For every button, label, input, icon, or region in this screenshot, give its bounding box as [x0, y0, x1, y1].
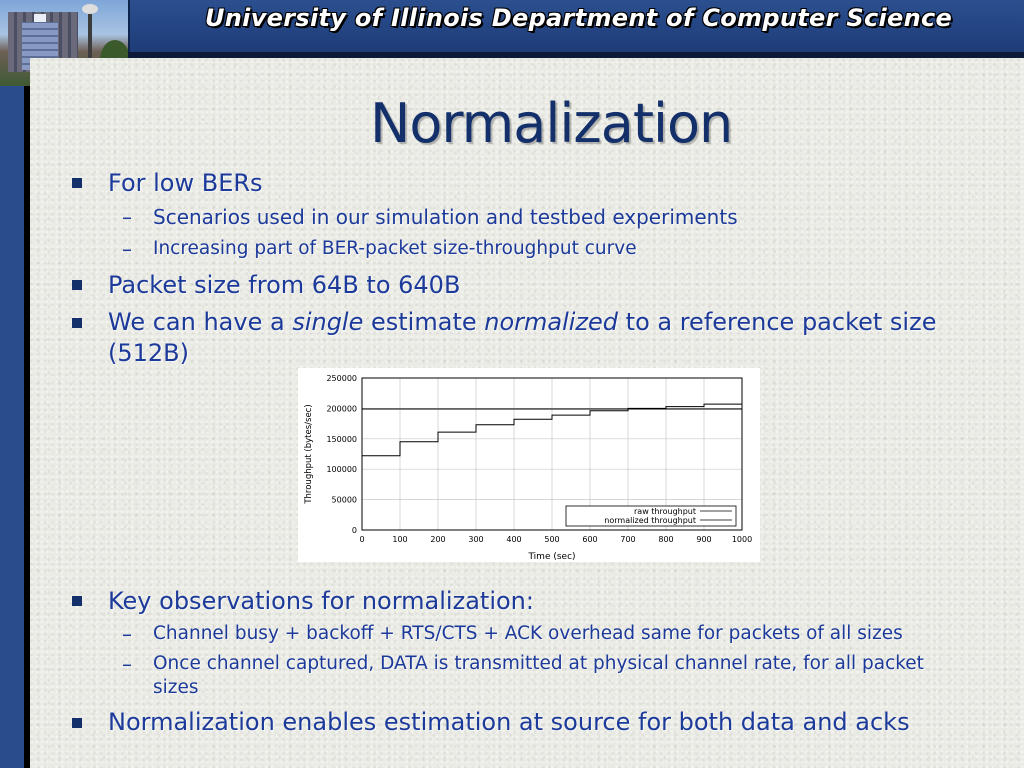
x-tick-label: 800 [658, 535, 673, 544]
content-frame-top [128, 52, 1024, 58]
content-frame-left [24, 86, 30, 768]
plot-frame [361, 377, 743, 531]
chart-ticks: 0 100 200 300 400 500 600 700 800 900 1000 0 50000 10… [326, 374, 752, 544]
lamp-pole [88, 8, 92, 78]
dash-icon: – [122, 205, 132, 229]
bullet-single-estimate: We can have a single estimate normalized… [108, 307, 936, 337]
x-tick-label: 300 [468, 535, 483, 544]
y-tick-label: 250000 [326, 374, 357, 383]
bullet-normalization-enables: Normalization enables estimation at sour… [108, 708, 910, 736]
banner-title: University of Illinois Department of Com… [205, 4, 953, 32]
dash-icon: – [122, 652, 132, 676]
sub-bullet-channel-busy: Channel busy + backoff + RTS/CTS + ACK o… [153, 623, 903, 644]
lamp-head [82, 4, 98, 14]
bullet-square-icon [72, 280, 82, 290]
bullet-square-icon [72, 178, 82, 188]
legend-raw-label: raw throughput [634, 507, 696, 516]
text-estimate: estimate [363, 308, 485, 336]
text-normalized: normalized [484, 308, 619, 336]
header-banner: University of Illinois Department of Com… [0, 0, 1024, 52]
y-tick-label: 150000 [326, 435, 357, 444]
bullet-square-icon [72, 718, 82, 728]
bullet-for-low-bers: For low BERs [108, 169, 263, 197]
y-tick-label: 100000 [326, 465, 357, 474]
sub-bullet-increasing: Increasing part of BER-packet size-throu… [153, 238, 637, 259]
text-pre: We can have a [108, 308, 293, 336]
dash-icon: – [122, 237, 132, 261]
flag-shape [34, 14, 46, 22]
dash-icon: – [122, 622, 132, 646]
bullet-packet-size: Packet size from 64B to 640B [108, 271, 461, 299]
sub-bullet-scenarios: Scenarios used in our simulation and tes… [153, 205, 738, 229]
chart-legend: raw throughput normalized throughput [565, 505, 737, 527]
x-tick-label: 100 [392, 535, 407, 544]
bullet-square-icon [72, 318, 82, 328]
text-single: single [292, 308, 364, 336]
bullet-square-icon [72, 596, 82, 606]
throughput-chart-svg: 0 100 200 300 400 500 600 700 800 900 1000 0 50000 10… [304, 374, 752, 562]
bullet-single-estimate-line2: (512B) [108, 339, 189, 367]
left-sidebar-bar [0, 86, 24, 768]
y-tick-label: 0 [352, 526, 357, 535]
bullet-key-observations: Key observations for normalization: [108, 587, 534, 615]
x-tick-label: 600 [582, 535, 597, 544]
x-tick-label: 200 [430, 535, 445, 544]
x-tick-label: 500 [544, 535, 559, 544]
slide-content: Normalization For low BERs – Scenarios u… [30, 58, 1024, 768]
legend-normalized-label: normalized throughput [604, 516, 696, 525]
chart-series [362, 403, 742, 457]
legend-box [565, 505, 737, 527]
x-axis-label: Time (sec) [527, 552, 575, 562]
y-tick-label: 200000 [326, 404, 357, 413]
x-tick-label: 400 [506, 535, 521, 544]
slide-title: Normalization [370, 92, 733, 155]
x-tick-label: 1000 [732, 535, 752, 544]
sub-bullet-once-captured: Once channel captured, DATA is transmitt… [153, 653, 924, 674]
x-tick-label: 700 [620, 535, 635, 544]
x-tick-label: 0 [359, 535, 364, 544]
text-post: to a reference packet size [618, 308, 937, 336]
y-axis-label: Throughput (bytes/sec) [304, 404, 314, 504]
throughput-chart: 0 100 200 300 400 500 600 700 800 900 1000 0 50000 10… [298, 368, 760, 562]
raw-throughput-line [362, 403, 742, 457]
sub-bullet-once-captured-line2: sizes [153, 677, 199, 698]
y-tick-label: 50000 [332, 496, 357, 505]
x-tick-label: 900 [696, 535, 711, 544]
